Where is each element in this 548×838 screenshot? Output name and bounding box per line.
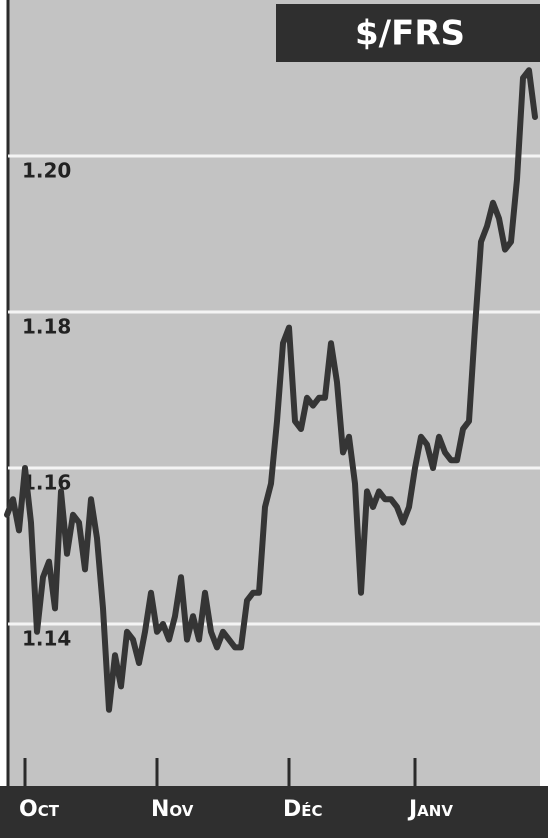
y-tick-label: 1.20 [22, 159, 71, 183]
month-band [0, 786, 548, 838]
x-tick-label: Nov [151, 797, 194, 822]
title-box [276, 4, 540, 62]
x-tick-label: Oct [19, 797, 60, 822]
line [4, 67, 538, 713]
x-tick-label: Déc [283, 797, 323, 822]
y-tick-label: 1.18 [22, 315, 71, 339]
marks [4, 67, 538, 713]
plot-background [8, 0, 540, 786]
chart-title: $/FRS [355, 14, 465, 54]
x-tick-label: Janv [407, 797, 453, 822]
y-tick-label: 1.14 [22, 627, 71, 651]
